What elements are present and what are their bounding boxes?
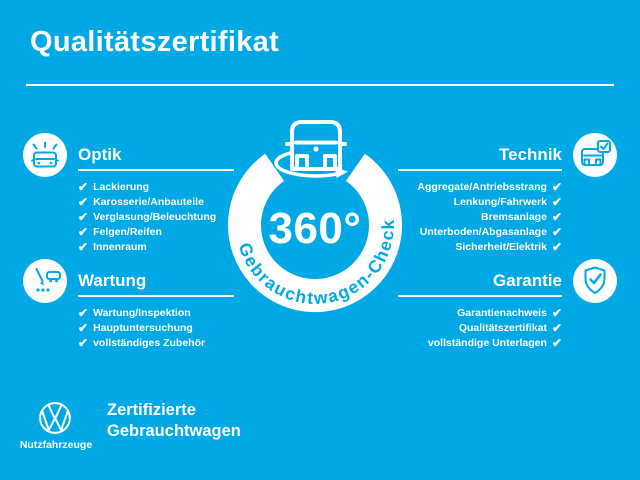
list-item-label: Verglasung/Beleuchtung	[93, 210, 217, 223]
section-divider	[78, 169, 234, 171]
check-icon: ✔	[551, 335, 562, 350]
list-item-label: Lackierung	[93, 180, 150, 193]
list-item-label: Hauptuntersuchung	[93, 321, 193, 334]
page-title: Qualitätszertifikat	[30, 26, 280, 58]
list-item: Qualitätszertifikat ✔	[370, 320, 562, 335]
list-item: ✔ Innenraum	[78, 239, 234, 254]
brand-sub-label: Nutzfahrzeuge	[19, 439, 93, 451]
check-icon: ✔	[78, 209, 89, 224]
pencil-car-service-icon	[23, 259, 67, 303]
sparkling-car-icon	[23, 133, 67, 177]
list-item: ✔ Wartung/Inspektion	[78, 305, 234, 320]
tagline: Zertifizierte Gebrauchtwagen	[107, 400, 241, 442]
tagline-line-2: Gebrauchtwagen	[107, 422, 241, 440]
list-item: Garantienachweis ✔	[370, 305, 562, 320]
section-title-optik: Optik	[78, 145, 122, 164]
section-divider	[78, 295, 234, 297]
check-icon: ✔	[78, 239, 89, 254]
section-title-wartung: Wartung	[78, 271, 147, 290]
check-icon: ✔	[78, 335, 89, 350]
checklist-optik: ✔ Lackierung ✔ Karosserie/Anbauteile ✔ Verg…	[78, 179, 234, 254]
list-item: ✔ Karosserie/Anbauteile	[78, 194, 234, 209]
list-item: Aggregate/Antriebsstrang ✔	[370, 179, 562, 194]
check-icon: ✔	[551, 224, 562, 239]
check-icon: ✔	[551, 239, 562, 254]
tagline-line-1: Zertifizierte	[107, 401, 196, 419]
list-item: vollständige Unterlagen ✔	[370, 335, 562, 350]
section-optik: Optik ✔ Lackierung ✔ Karosserie/Anbauteile…	[78, 145, 234, 254]
section-divider	[398, 295, 562, 297]
list-item: Sicherheit/Elektrik ✔	[370, 239, 562, 254]
list-item: ✔ Felgen/Reifen	[78, 224, 234, 239]
list-item-label: Karosserie/Anbauteile	[93, 195, 204, 208]
section-title-technik: Technik	[499, 145, 562, 164]
check-icon: ✔	[551, 320, 562, 335]
center-360-badge: Gebrauchtwagen-Check 360°	[228, 120, 402, 313]
vw-logo	[37, 400, 73, 436]
check-icon: ✔	[78, 179, 89, 194]
checklist-technik: Aggregate/Antriebsstrang ✔ Lenkung/Fahrwe…	[370, 179, 562, 254]
check-icon: ✔	[78, 305, 89, 320]
list-item-label: Unterboden/Abgasanlage	[419, 225, 547, 238]
list-item-label: vollständiges Zubehör	[93, 336, 206, 349]
section-wartung: Wartung ✔ Wartung/Inspektion ✔ Hauptunters…	[78, 271, 234, 350]
section-technik: Technik Aggregate/Antriebsstrang ✔ Lenkun…	[370, 145, 562, 254]
list-item-label: Innenraum	[93, 240, 147, 253]
ring-shape	[228, 153, 402, 313]
list-item: ✔ Lackierung	[78, 179, 234, 194]
list-item-label: Qualitätszertifikat	[458, 321, 547, 334]
car-checkbox-icon	[573, 133, 617, 177]
shield-check-icon	[573, 259, 617, 303]
section-title-garantie: Garantie	[493, 271, 562, 290]
check-icon: ✔	[78, 320, 89, 335]
checklist-wartung: ✔ Wartung/Inspektion ✔ Hauptuntersuchung ✔…	[78, 305, 234, 350]
check-icon: ✔	[78, 194, 89, 209]
section-garantie: Garantie Garantienachweis ✔ Qualitätszert…	[370, 271, 562, 350]
check-icon: ✔	[78, 224, 89, 239]
list-item-label: Sicherheit/Elektrik	[455, 240, 547, 253]
list-item: ✔ Verglasung/Beleuchtung	[78, 209, 234, 224]
list-item-label: vollständige Unterlagen	[427, 336, 547, 349]
list-item: Bremsanlage ✔	[370, 209, 562, 224]
list-item-label: Felgen/Reifen	[93, 225, 162, 238]
list-item-label: Lenkung/Fahrwerk	[453, 195, 547, 208]
check-icon: ✔	[551, 305, 562, 320]
title-divider	[26, 84, 614, 86]
degrees-label: 360°	[268, 204, 361, 253]
list-item: ✔ vollständiges Zubehör	[78, 335, 234, 350]
checklist-garantie: Garantienachweis ✔ Qualitätszertifikat ✔ v…	[370, 305, 562, 350]
list-item: ✔ Hauptuntersuchung	[78, 320, 234, 335]
van-front-rotation-icon	[274, 120, 348, 178]
check-icon: ✔	[551, 179, 562, 194]
list-item: Lenkung/Fahrwerk ✔	[370, 194, 562, 209]
list-item: Unterboden/Abgasanlage ✔	[370, 224, 562, 239]
check-icon: ✔	[551, 194, 562, 209]
list-item-label: Wartung/Inspektion	[93, 306, 191, 319]
check-icon: ✔	[551, 209, 562, 224]
list-item-label: Bremsanlage	[480, 210, 547, 223]
section-divider	[398, 169, 562, 171]
list-item-label: Aggregate/Antriebsstrang	[417, 180, 547, 193]
list-item-label: Garantienachweis	[457, 306, 547, 319]
